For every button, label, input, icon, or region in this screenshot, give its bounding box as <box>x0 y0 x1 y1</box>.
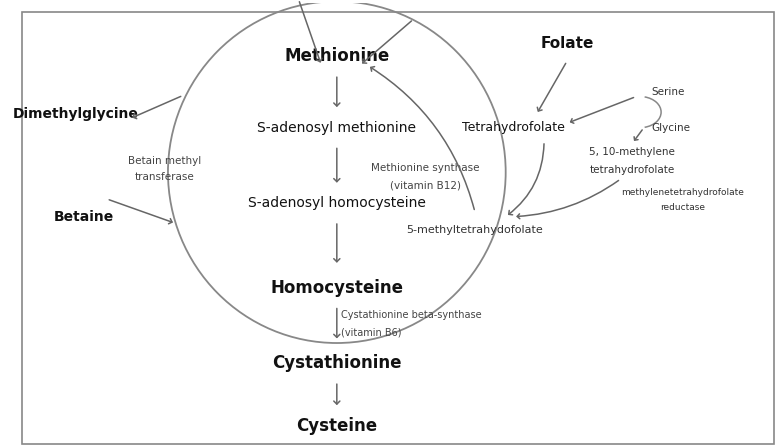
Text: Betaine: Betaine <box>53 210 113 224</box>
Text: (vitamin B6): (vitamin B6) <box>341 327 401 337</box>
Text: Homocysteine: Homocysteine <box>271 279 404 297</box>
Text: Betain methyl: Betain methyl <box>127 156 201 166</box>
Text: 5-methyltetrahydofolate: 5-methyltetrahydofolate <box>407 225 543 235</box>
Text: Dimethylglycine: Dimethylglycine <box>13 108 138 121</box>
Text: (vitamin B12): (vitamin B12) <box>389 181 461 190</box>
Text: Tetrahydrofolate: Tetrahydrofolate <box>462 121 565 134</box>
Text: methylenetetrahydrofolate: methylenetetrahydrofolate <box>621 188 744 197</box>
Text: tetrahydrofolate: tetrahydrofolate <box>590 165 675 175</box>
FancyBboxPatch shape <box>22 12 774 444</box>
Text: Glycine: Glycine <box>651 123 691 133</box>
Text: Cysteine: Cysteine <box>296 417 378 435</box>
Text: transferase: transferase <box>135 172 194 181</box>
Text: 5, 10-methylene: 5, 10-methylene <box>590 147 676 157</box>
Text: Cystathionine: Cystathionine <box>272 354 402 372</box>
Text: Cystathionine beta-synthase: Cystathionine beta-synthase <box>341 310 481 319</box>
Text: S-adenosyl methionine: S-adenosyl methionine <box>257 121 416 135</box>
Text: Methionine: Methionine <box>284 47 389 65</box>
Text: Methionine synthase: Methionine synthase <box>371 163 479 173</box>
Text: S-adenosyl homocysteine: S-adenosyl homocysteine <box>248 196 425 210</box>
Text: Serine: Serine <box>651 87 685 97</box>
Text: Folate: Folate <box>540 36 594 51</box>
Text: reductase: reductase <box>660 203 705 212</box>
